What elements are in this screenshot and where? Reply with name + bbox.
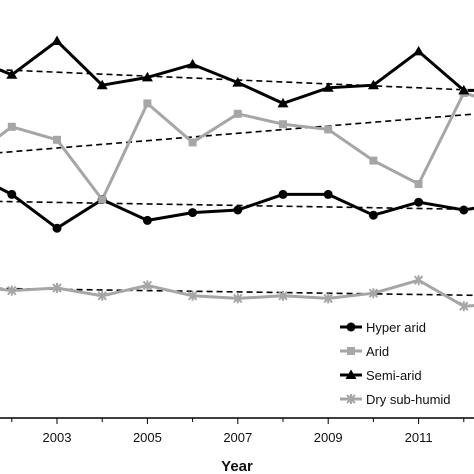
data-point-hyper-arid xyxy=(459,205,469,215)
data-point-hyper-arid xyxy=(142,215,152,225)
legend-marker-arid xyxy=(347,347,355,355)
data-point-arid xyxy=(324,125,333,134)
data-point-hyper-arid xyxy=(188,208,198,218)
chart-axes xyxy=(0,417,474,424)
legend-label-hyper-arid: Hyper arid xyxy=(366,320,426,335)
legend-label-dry-sub-humid: Dry sub-humid xyxy=(366,392,451,407)
data-point-semi-arid xyxy=(322,82,334,92)
data-point-dry-sub-humid xyxy=(413,275,424,286)
trendline-hyper-arid xyxy=(0,200,474,211)
data-point-hyper-arid xyxy=(52,223,62,233)
x-tick-labels: 2003 2005 2007 2009 2011 xyxy=(43,430,433,445)
data-point-arid xyxy=(414,180,423,188)
data-point-semi-arid xyxy=(51,35,63,45)
series-markers xyxy=(6,35,470,312)
data-point-dry-sub-humid xyxy=(459,301,469,312)
data-point-semi-arid xyxy=(6,69,18,79)
trendlines xyxy=(0,68,474,297)
legend-label-semi-arid: Semi-arid xyxy=(366,368,422,383)
series-line-hyper-arid xyxy=(0,186,474,231)
data-point-arid xyxy=(143,99,152,108)
data-point-arid xyxy=(53,135,61,144)
data-point-arid xyxy=(7,122,16,131)
data-point-dry-sub-humid xyxy=(97,290,107,301)
legend-marker-hyper-arid xyxy=(346,322,356,332)
trendline-arid xyxy=(0,113,474,154)
x-tick-label: 2011 xyxy=(405,430,433,445)
x-tick-label: 2003 xyxy=(43,430,72,445)
data-point-dry-sub-humid xyxy=(142,280,153,291)
data-point-dry-sub-humid xyxy=(368,288,379,299)
data-point-hyper-arid xyxy=(233,205,243,215)
data-point-hyper-arid xyxy=(414,197,424,207)
legend-marker-dry-sub-humid xyxy=(346,394,356,404)
data-point-semi-arid xyxy=(413,45,425,56)
data-point-semi-arid xyxy=(367,79,379,90)
x-tick-label: 2005 xyxy=(133,430,162,445)
data-point-dry-sub-humid xyxy=(52,283,62,293)
x-axis-title: Year xyxy=(221,458,253,474)
data-point-dry-sub-humid xyxy=(187,290,198,301)
x-tick-label: 2009 xyxy=(314,430,343,445)
data-point-dry-sub-humid xyxy=(323,293,333,304)
data-point-semi-arid xyxy=(187,58,199,69)
data-point-arid xyxy=(369,156,378,165)
data-point-hyper-arid xyxy=(368,210,378,220)
data-point-semi-arid xyxy=(458,84,470,95)
data-point-hyper-arid xyxy=(323,189,333,199)
data-point-arid xyxy=(233,109,242,118)
legend-label-arid: Arid xyxy=(366,344,389,359)
data-point-dry-sub-humid xyxy=(7,285,17,296)
data-point-arid xyxy=(188,138,197,147)
data-point-semi-arid xyxy=(141,71,153,82)
data-point-hyper-arid xyxy=(7,189,17,199)
data-point-semi-arid xyxy=(96,79,108,90)
legend-marker-semi-arid xyxy=(345,369,357,379)
legend: Hyper arid Arid Semi-arid Dry sub-humid xyxy=(340,320,451,407)
data-point-dry-sub-humid xyxy=(233,293,243,304)
data-point-semi-arid xyxy=(232,77,244,87)
data-point-dry-sub-humid xyxy=(278,290,288,301)
data-point-semi-arid xyxy=(277,97,289,108)
data-point-hyper-arid xyxy=(278,189,288,199)
x-tick-label: 2007 xyxy=(223,430,252,445)
data-point-arid xyxy=(98,195,107,204)
data-point-arid xyxy=(279,120,287,129)
